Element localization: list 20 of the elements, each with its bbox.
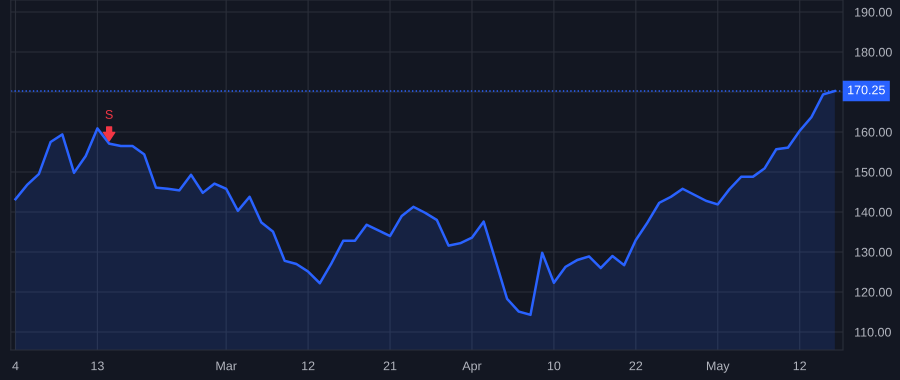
x-tick-label: 12 [794,361,806,370]
y-tick-label: 150.00 [855,168,892,177]
y-tick-label: 120.00 [855,288,892,297]
annotation: S [106,110,113,119]
y-tick-label: 110.00 [855,328,891,337]
x-tick-label: Mar [216,362,237,370]
ref-line-label: 170.25 [848,86,885,94]
x-tick-label: 22 [630,361,642,370]
x-tick-label: May [706,362,730,373]
x-tick-label: 10 [548,361,560,370]
x-tick-label: 21 [384,361,396,370]
y-tick-label: 140.00 [855,208,892,217]
y-tick-label: 130.00 [855,248,892,257]
y-tick-label: 190.00 [855,8,892,17]
x-tick-label: Apr [462,362,482,373]
x-tick-label: 12 [302,361,314,370]
y-tick-label: 160.00 [855,128,892,137]
x-tick-label: 13 [91,361,104,370]
y-tick-label: 180.00 [855,48,892,57]
x-tick-label: 4 [12,362,19,370]
